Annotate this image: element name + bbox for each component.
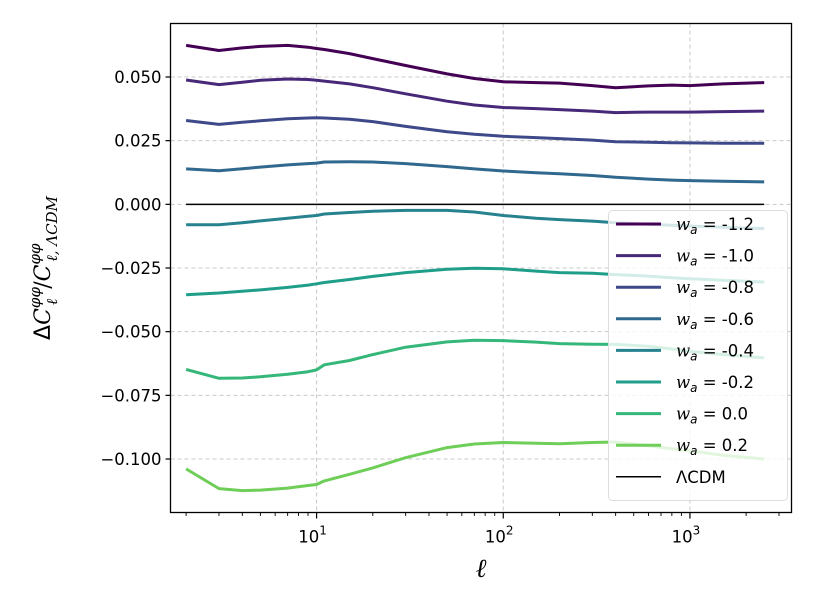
x-tick-label: 102 (485, 524, 514, 547)
legend-item-lcdm: ΛCDM (616, 468, 726, 487)
legend-label: wa = 0.2 (676, 436, 748, 458)
legend-item: wa = 0.0 (616, 405, 748, 427)
legend-label: wa = -0.4 (676, 341, 754, 363)
y-label-c2: C (31, 264, 56, 281)
series-line-2 (185, 116, 765, 145)
y-label-sup2: φφ (26, 243, 44, 265)
legend-item: wa = -1.2 (616, 215, 754, 237)
y-label-sup1: φφ (26, 287, 44, 309)
y-tick-label: −0.075 (100, 386, 161, 405)
legend-label: wa = 0.0 (676, 405, 748, 427)
legend-box (608, 210, 788, 501)
legend-item: wa = -1.0 (616, 247, 754, 269)
svg-text:ΔCφφℓ/Cφφℓ, ΛCDM: ΔCφφℓ/Cφφℓ, ΛCDM (26, 195, 61, 340)
series-line-1 (185, 77, 765, 115)
series-line-3 (186, 160, 765, 184)
legend-label: wa = -0.6 (676, 310, 754, 332)
legend-label: wa = -0.2 (676, 373, 754, 395)
legend-item: wa = -0.2 (616, 373, 754, 395)
legend: wa = -1.2 wa = -1.0 wa = -0.8 wa = -0.6 wa =… (608, 210, 788, 501)
y-axis: 0.050 0.025 0.000 −0.025 −0.050 −0.075 −0.100 (100, 68, 171, 469)
x-tick-label: 101 (298, 524, 327, 547)
y-tick-label: −0.025 (100, 259, 161, 278)
y-tick-label: 0.050 (114, 68, 161, 87)
y-label-sub2: ℓ, ΛCDM (43, 195, 61, 261)
legend-label: wa = -0.8 (676, 278, 754, 300)
y-tick-label: −0.050 (100, 323, 161, 342)
y-label-c1: C (31, 308, 56, 325)
y-label-delta: Δ (31, 325, 56, 340)
legend-item: wa = -0.6 (616, 310, 754, 332)
y-axis-label: ΔCφφℓ/Cφφℓ, ΛCDM (26, 195, 61, 340)
y-tick-label: 0.025 (114, 132, 161, 151)
legend-item: wa = -0.8 (616, 278, 754, 300)
legend-label: wa = -1.0 (676, 247, 754, 269)
legend-item: wa = 0.2 (616, 436, 748, 458)
x-axis-label: ℓ (476, 554, 487, 584)
y-tick-label: 0.000 (114, 195, 161, 214)
legend-item: wa = -0.4 (616, 341, 754, 363)
y-label-sub1: ℓ (43, 299, 61, 305)
legend-label: wa = -1.2 (676, 215, 754, 237)
x-axis: 101 102 103 (185, 512, 780, 547)
x-tick-label: 103 (672, 524, 701, 547)
legend-label: ΛCDM (676, 468, 726, 487)
y-label-slash: / (31, 281, 56, 289)
y-tick-label: −0.100 (100, 450, 161, 469)
series-line-0 (185, 43, 765, 90)
